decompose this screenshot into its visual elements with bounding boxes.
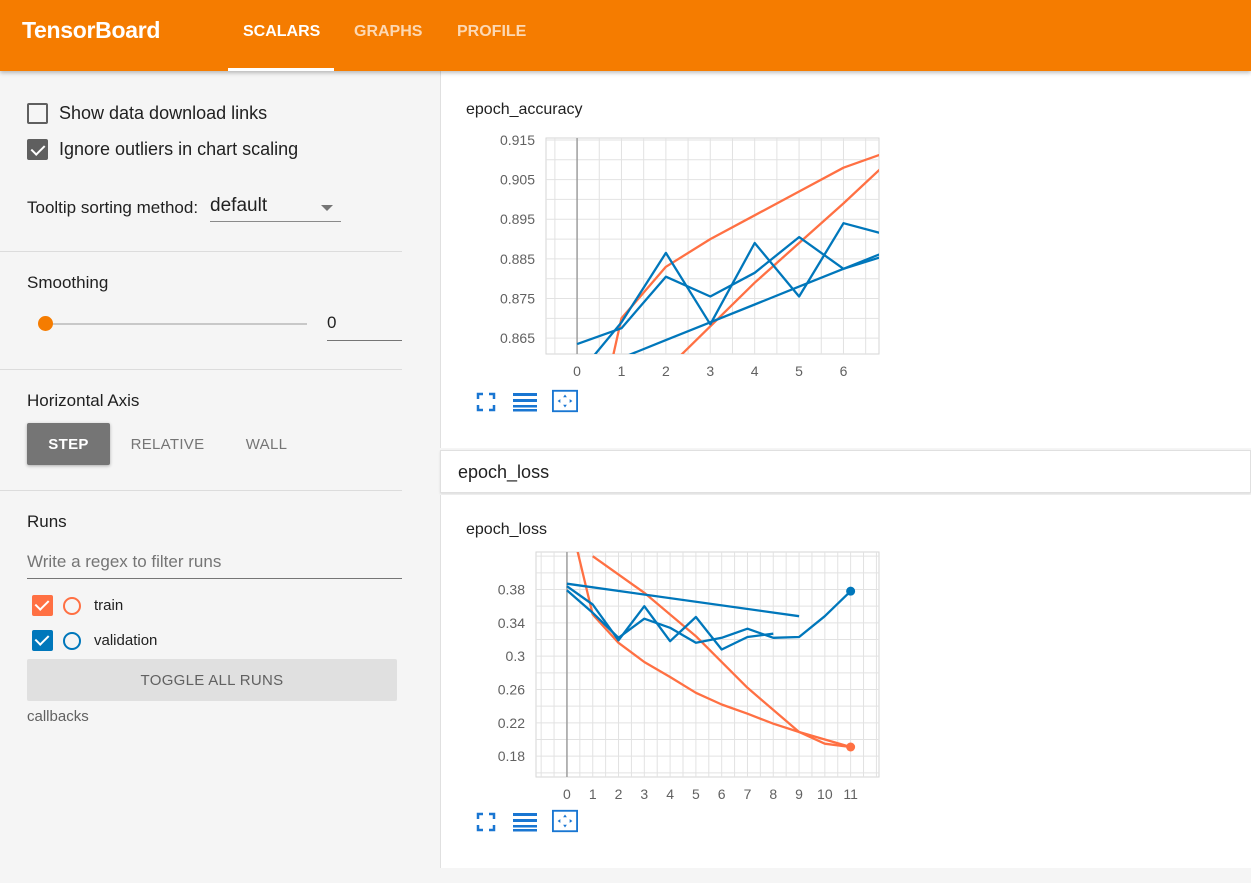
epoch-loss-chart[interactable]: 0 1 2 3 4 5 6 7 8 9 10 11 0.18 0.22 0.26 0.3 0.34 0.38 bbox=[441, 545, 901, 810]
run-item-train[interactable]: train bbox=[32, 595, 123, 616]
run-train-checkbox[interactable] bbox=[32, 595, 53, 616]
x-tick-label: 4 bbox=[666, 786, 674, 802]
active-tab-indicator bbox=[228, 68, 334, 71]
divider bbox=[0, 251, 402, 252]
x-tick-label: 1 bbox=[589, 786, 597, 802]
x-tick-label: 6 bbox=[718, 786, 726, 802]
axis-wall-button[interactable]: WALL bbox=[245, 435, 288, 453]
y-tick-label: 0.34 bbox=[498, 615, 525, 631]
axis-relative-button[interactable]: RELATIVE bbox=[130, 435, 205, 453]
show-download-links-checkbox[interactable] bbox=[27, 103, 48, 124]
toggle-log-scale-icon[interactable] bbox=[512, 390, 538, 414]
tab-graphs[interactable]: GRAPHS bbox=[354, 23, 423, 40]
dropdown-caret-icon bbox=[321, 205, 334, 211]
x-tick-label: 2 bbox=[662, 363, 670, 379]
show-download-links-label: Show data download links bbox=[59, 103, 268, 123]
fit-domain-icon[interactable] bbox=[552, 389, 578, 413]
y-tick-label: 0.38 bbox=[498, 582, 525, 598]
run-train-color-icon bbox=[63, 596, 81, 615]
runs-filter-input[interactable]: Write a regex to filter runs bbox=[27, 549, 402, 579]
x-tick-label: 2 bbox=[615, 786, 623, 802]
sidebar: Show data download links Ignore outliers… bbox=[0, 71, 440, 883]
x-tick-label: 0 bbox=[573, 363, 581, 379]
tab-scalars[interactable]: SCALARS bbox=[243, 23, 321, 40]
epoch-accuracy-chart[interactable]: 0 1 2 3 4 5 6 0.865 0.875 0.885 0.895 0.905 0.915 bbox=[441, 126, 901, 391]
x-tick-label: 3 bbox=[706, 363, 714, 379]
ignore-outliers-checkbox[interactable] bbox=[27, 139, 48, 160]
axis-step-button[interactable]: STEP bbox=[27, 423, 110, 465]
series-line-train bbox=[592, 555, 851, 749]
series-line-validation bbox=[593, 222, 879, 354]
horizontal-axis-title: Horizontal Axis bbox=[27, 391, 140, 410]
y-tick-label: 0.18 bbox=[498, 748, 525, 764]
fullscreen-icon[interactable] bbox=[473, 810, 499, 834]
y-tick-label: 0.915 bbox=[500, 132, 535, 148]
fullscreen-icon[interactable] bbox=[473, 390, 499, 414]
chart-title: epoch_loss bbox=[466, 521, 547, 538]
y-tick-label: 0.22 bbox=[498, 715, 525, 731]
tooltip-sorting-label: Tooltip sorting method: bbox=[27, 197, 199, 217]
toggle-all-runs-button[interactable]: TOGGLE ALL RUNS bbox=[27, 659, 397, 701]
x-tick-label: 5 bbox=[692, 786, 700, 802]
series-line-train bbox=[680, 168, 879, 354]
category-header-label: epoch_loss bbox=[458, 462, 550, 482]
run-validation-checkbox[interactable] bbox=[32, 630, 53, 651]
x-tick-label: 6 bbox=[840, 363, 848, 379]
y-tick-label: 0.865 bbox=[500, 330, 535, 346]
x-tick-label: 8 bbox=[769, 786, 777, 802]
x-tick-label: 7 bbox=[744, 786, 752, 802]
tooltip-sorting-value: default bbox=[210, 195, 268, 216]
chart-title: epoch_accuracy bbox=[466, 101, 583, 118]
y-tick-label: 0.905 bbox=[500, 172, 535, 188]
category-header-epoch-loss[interactable]: epoch_loss bbox=[440, 450, 1251, 493]
ignore-outliers-label: Ignore outliers in chart scaling bbox=[59, 139, 299, 159]
y-tick-label: 0.895 bbox=[500, 211, 535, 227]
top-app-bar: TensorBoard SCALARS GRAPHS PROFILE bbox=[0, 0, 1251, 71]
series-line-validation bbox=[628, 253, 879, 354]
smoothing-slider-track[interactable] bbox=[46, 323, 307, 325]
show-download-links-option[interactable]: Show data download links bbox=[27, 103, 267, 124]
divider bbox=[0, 369, 402, 370]
app-brand: TensorBoard bbox=[22, 17, 161, 43]
x-tick-label: 1 bbox=[618, 363, 626, 379]
x-tick-label: 9 bbox=[795, 786, 803, 802]
runs-title: Runs bbox=[27, 512, 67, 531]
series-line-train bbox=[612, 153, 879, 354]
y-tick-label: 0.875 bbox=[500, 291, 535, 307]
fit-domain-icon[interactable] bbox=[552, 809, 578, 833]
ignore-outliers-option[interactable]: Ignore outliers in chart scaling bbox=[27, 139, 298, 160]
epoch-accuracy-card: epoch_accuracy 0 1 2 3 4 5 6 0.865 0.875 0.885 0.8… bbox=[440, 71, 1251, 448]
tab-profile[interactable]: PROFILE bbox=[457, 23, 527, 40]
y-tick-label: 0.26 bbox=[498, 682, 525, 698]
y-tick-label: 0.3 bbox=[506, 648, 526, 664]
y-tick-label: 0.885 bbox=[500, 251, 535, 267]
toggle-log-scale-icon[interactable] bbox=[512, 810, 538, 834]
tooltip-sorting-dropdown[interactable]: default bbox=[210, 193, 342, 222]
series-line-validation bbox=[566, 582, 800, 618]
runs-directory-label: callbacks bbox=[27, 708, 89, 725]
x-tick-label: 4 bbox=[751, 363, 759, 379]
x-tick-label: 11 bbox=[843, 786, 858, 802]
run-item-validation[interactable]: validation bbox=[32, 630, 157, 651]
smoothing-slider-thumb[interactable] bbox=[38, 316, 53, 331]
x-tick-label: 3 bbox=[640, 786, 648, 802]
epoch-loss-card: epoch_loss 0 1 2 3 4 5 6 7 8 9 10 11 0.18 0.22 0.26 0.3… bbox=[440, 495, 1251, 868]
smoothing-value-input[interactable]: 0 bbox=[327, 311, 402, 341]
x-tick-label: 10 bbox=[817, 786, 833, 802]
series-line-validation bbox=[566, 585, 774, 651]
series-marker-train bbox=[846, 742, 856, 752]
run-validation-color-icon bbox=[63, 631, 81, 650]
x-tick-label: 0 bbox=[563, 786, 571, 802]
series-marker-validation bbox=[846, 586, 856, 596]
x-tick-label: 5 bbox=[795, 363, 803, 379]
smoothing-title: Smoothing bbox=[27, 273, 109, 292]
run-validation-label: validation bbox=[94, 632, 158, 649]
tooltip-sorting-row: Tooltip sorting method: default bbox=[27, 193, 342, 222]
divider bbox=[0, 490, 402, 491]
run-train-label: train bbox=[94, 597, 124, 614]
